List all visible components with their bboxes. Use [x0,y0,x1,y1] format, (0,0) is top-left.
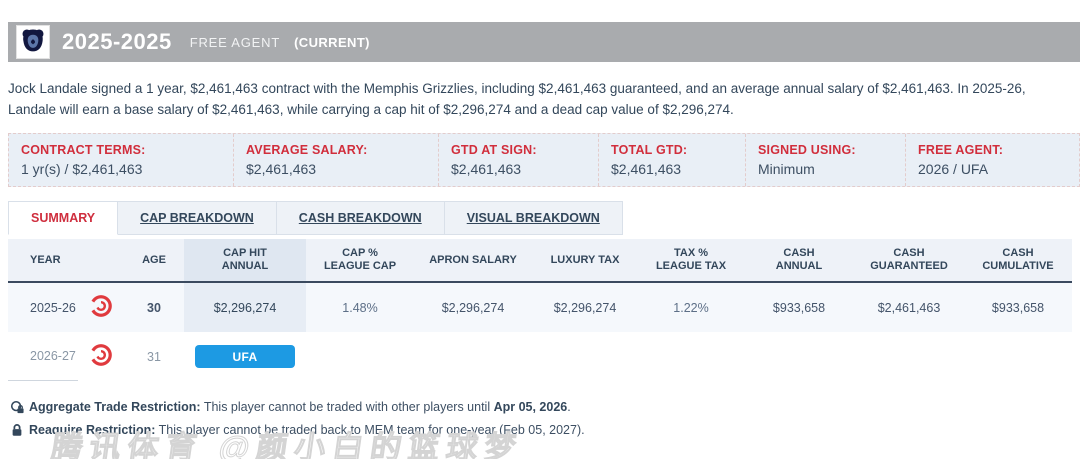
empty-cell [414,332,532,381]
year-cell: 2026-27 [8,332,78,381]
col-team [78,239,124,281]
atlanta-hawks-logo-icon [88,293,114,322]
cash-guaranteed-cell: $2,461,463 [877,300,941,315]
term-label: GTD AT SIGN: [451,143,537,157]
term-value: $2,461,463 [246,161,317,177]
cap-pct-cell: 1.48% [342,300,378,315]
term-value: 1 yr(s) / $2,461,463 [21,161,143,177]
term-value: $2,461,463 [451,161,522,177]
col-cash-guaranteed: CASH GUARANTEED [870,247,948,272]
season-title: 2025-2025 [62,29,172,54]
salary-table: YEAR AGE CAP HIT ANNUAL CAP % LEAGUE CAP… [8,239,1072,381]
cap-hit-cell: $2,296,274 [184,283,306,332]
note-body: This player cannot be traded back to MEM… [155,423,585,437]
status-cell: UFA [184,332,306,381]
term-average-salary: AVERAGE SALARY: $2,461,463 [234,134,439,186]
tab-label: SUMMARY [31,211,96,225]
tab-cap-breakdown[interactable]: CAP BREAKDOWN [118,201,277,235]
contract-terms-panel: CONTRACT TERMS: 1 yr(s) / $2,461,463 AVE… [8,133,1080,187]
lock-icon [10,423,24,443]
current-badge: (CURRENT) [294,34,370,50]
table-row: 2026-27 31 UFA [8,332,1072,381]
col-cap-pct: CAP % LEAGUE CAP [323,247,397,272]
empty-cell [964,332,1072,381]
term-label: SIGNED USING: [758,143,856,157]
note-body: This player cannot be traded with other … [200,400,494,414]
year-cell: 2025-26 [30,300,76,315]
col-cap-hit: CAP HIT ANNUAL [184,239,306,281]
col-year: YEAR [30,253,61,266]
reaquire-restriction-note: Reaquire Restriction: This player cannot… [10,420,1080,443]
tab-label: CASH BREAKDOWN [298,211,422,225]
trade-restriction-icon [10,400,24,420]
table-row: 2025-26 30 $2,296,274 1.48% $2,296,274 $… [8,283,1072,332]
empty-cell [744,332,854,381]
term-gtd-at-sign: GTD AT SIGN: $2,461,463 [439,134,599,186]
table-header-row: YEAR AGE CAP HIT ANNUAL CAP % LEAGUE CAP… [8,239,1072,283]
team-logo-box[interactable] [16,25,50,59]
col-cash-annual: CASH ANNUAL [775,247,823,272]
term-label: AVERAGE SALARY: [246,143,368,157]
col-tax-pct: TAX % LEAGUE TAX [655,247,727,272]
tab-label: VISUAL BREAKDOWN [466,211,600,225]
term-value: 2026 / UFA [918,161,989,177]
team-cell[interactable] [78,283,124,332]
term-value: Minimum [758,161,815,177]
apron-salary-cell: $2,296,274 [441,300,505,315]
empty-cell [306,332,414,381]
season-header-bar: 2025-2025 FREE AGENT (CURRENT) [8,22,1080,62]
term-signed-using: SIGNED USING: Minimum [746,134,906,186]
luxury-tax-cell: $2,296,274 [553,300,617,315]
ufa-status-button[interactable]: UFA [195,345,295,368]
breakdown-tabs: SUMMARY CAP BREAKDOWN CASH BREAKDOWN VIS… [8,201,1080,235]
restriction-notes: Aggregate Trade Restriction: This player… [10,397,1080,443]
note-label: Aggregate Trade Restriction: [29,400,201,414]
aggregate-trade-restriction-note: Aggregate Trade Restriction: This player… [10,397,1080,420]
age-cell: 30 [147,300,161,315]
cash-annual-cell: $933,658 [772,300,826,315]
term-value: $2,461,463 [611,161,682,177]
note-text: Aggregate Trade Restriction: This player… [29,397,571,417]
contract-summary-paragraph: Jock Landale signed a 1 year, $2,461,463… [8,81,1026,117]
empty-cell [532,332,638,381]
note-date: Apr 05, 2026 [493,400,568,414]
cash-cumulative-cell: $933,658 [991,300,1045,315]
term-contract-terms: CONTRACT TERMS: 1 yr(s) / $2,461,463 [9,134,234,186]
term-label: TOTAL GTD: [611,143,688,157]
age-cell: 31 [147,349,161,364]
tab-summary[interactable]: SUMMARY [8,201,119,235]
col-cash-cumulative: CASH CUMULATIVE [982,247,1054,272]
col-apron-salary: APRON SALARY [429,253,517,266]
empty-cell [638,332,744,381]
note-suffix: . [567,400,571,414]
contract-page: 2025-2025 FREE AGENT (CURRENT) Jock Land… [0,22,1080,459]
note-label: Reaquire Restriction: [29,423,156,437]
col-luxury-tax: LUXURY TAX [550,253,620,266]
empty-cell [854,332,964,381]
tab-cash-breakdown[interactable]: CASH BREAKDOWN [276,201,445,235]
contract-type-label: FREE AGENT [189,34,281,50]
term-label: CONTRACT TERMS: [21,143,146,157]
atlanta-hawks-logo-icon [88,342,114,371]
memphis-grizzlies-logo-icon [19,25,47,59]
term-label: FREE AGENT: [918,143,1004,157]
term-total-gtd: TOTAL GTD: $2,461,463 [599,134,746,186]
tab-visual-breakdown[interactable]: VISUAL BREAKDOWN [444,201,623,235]
tab-label: CAP BREAKDOWN [140,211,254,225]
tax-pct-cell: 1.22% [673,300,709,315]
note-text: Reaquire Restriction: This player cannot… [29,420,585,440]
col-age: AGE [142,253,166,266]
term-free-agent: FREE AGENT: 2026 / UFA [906,134,1079,186]
team-cell[interactable] [78,332,124,381]
